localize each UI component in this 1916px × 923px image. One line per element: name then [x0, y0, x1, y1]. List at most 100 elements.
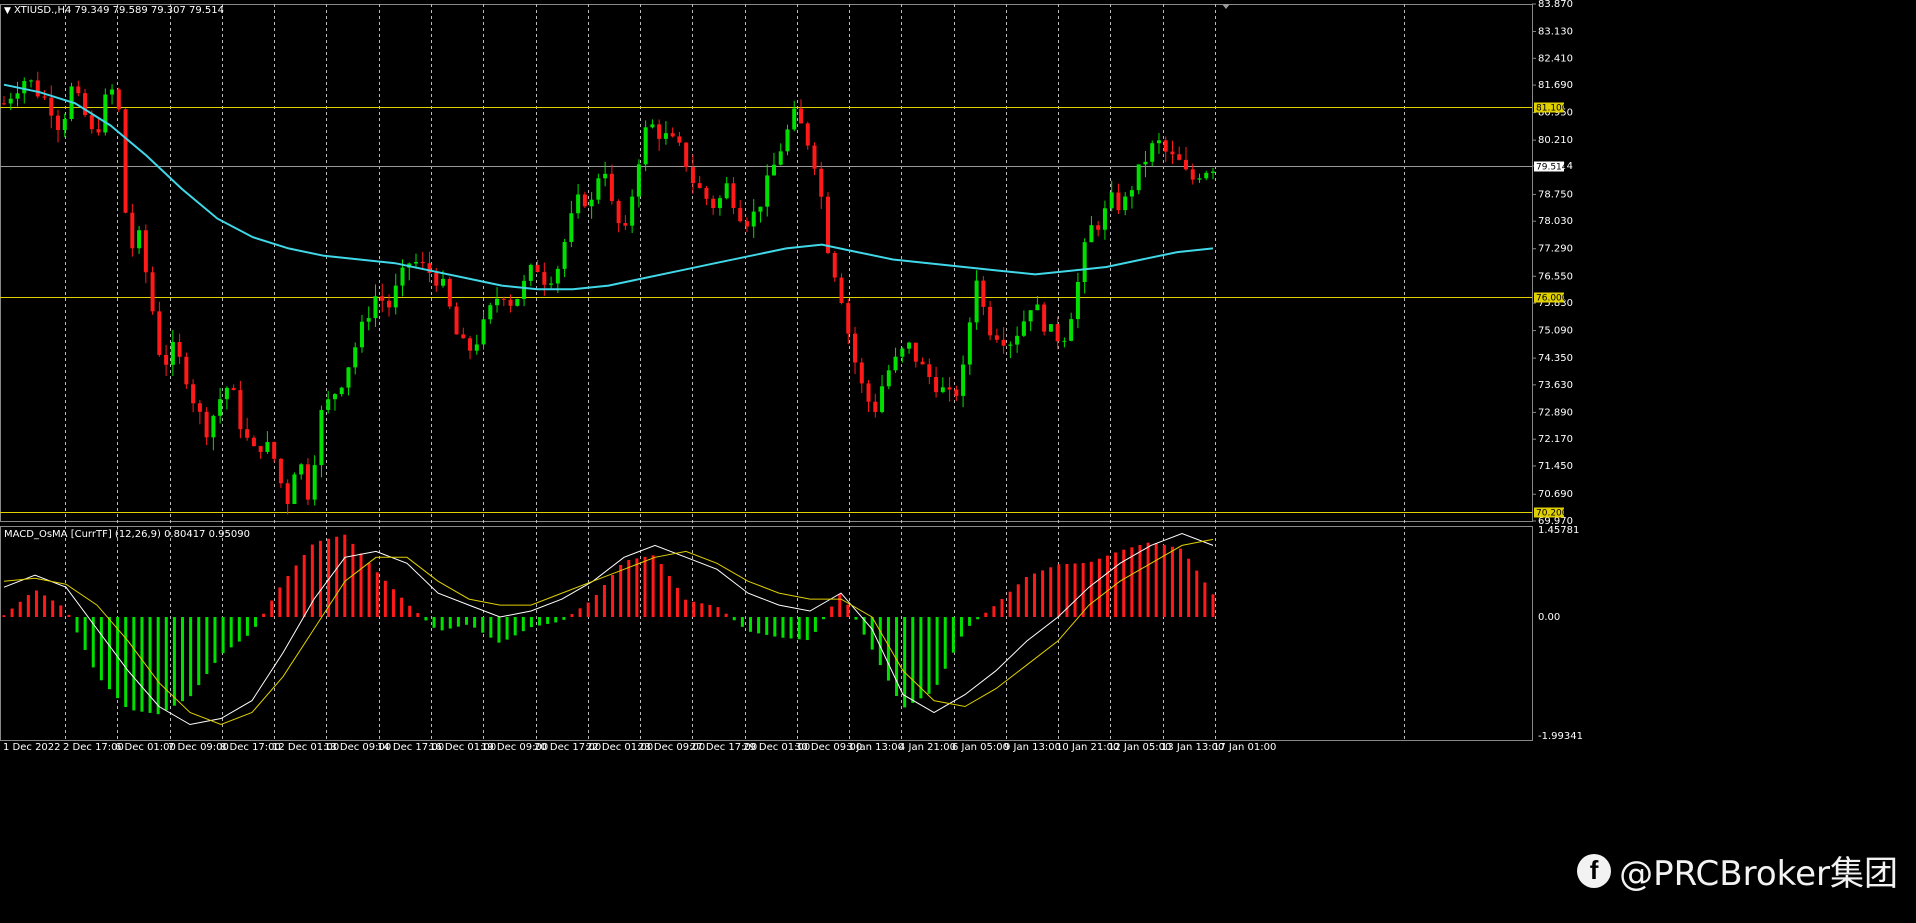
symbol-header: XTIUSD.,H4 79.349 79.589 79.307 79.514	[14, 5, 224, 16]
candle-body	[630, 196, 635, 226]
time-label: 12 Jan 05:00	[1108, 742, 1171, 753]
candle-body	[278, 458, 283, 484]
osma-bar	[789, 617, 793, 639]
candle-body	[359, 321, 364, 348]
osma-bar	[424, 617, 428, 621]
candle-body	[1170, 151, 1175, 155]
candle-body	[934, 377, 939, 393]
price-tick-label: 73.630	[1538, 380, 1573, 391]
candle-body	[29, 80, 34, 82]
indicator-tick-label: -1.99341	[1538, 731, 1583, 742]
candle-body	[596, 178, 601, 200]
candle-body	[569, 213, 574, 242]
candle-body	[191, 384, 196, 404]
osma-bar	[1041, 570, 1045, 618]
osma-bar	[91, 617, 95, 668]
candle-body	[704, 187, 709, 199]
candle-body	[170, 341, 175, 365]
candle-body	[670, 133, 675, 137]
candle-body	[420, 262, 425, 264]
osma-bar	[708, 604, 712, 618]
candle-body	[582, 194, 587, 207]
candle-body	[1143, 161, 1148, 165]
osma-bar	[213, 617, 217, 663]
price-tick-label: 78.750	[1538, 189, 1573, 200]
osma-bar	[748, 617, 752, 632]
time-label: 6 Dec 01:00	[115, 742, 176, 753]
candle-body	[1136, 164, 1141, 191]
candle-body	[758, 206, 763, 212]
candle-body	[1150, 143, 1155, 162]
osma-bar	[895, 617, 899, 697]
osma-bar	[164, 617, 168, 711]
candle-body	[778, 151, 783, 165]
osma-bar	[570, 614, 574, 618]
osma-bar	[602, 585, 606, 618]
candle-body	[589, 199, 594, 207]
candle-body	[967, 322, 972, 365]
candle-body	[1035, 304, 1040, 311]
osma-bar	[481, 617, 485, 633]
osma-bar	[813, 617, 817, 632]
candle-body	[826, 196, 831, 254]
osma-bar	[67, 614, 71, 618]
time-label: 8 Dec 17:00	[220, 742, 281, 753]
candle-body	[751, 211, 756, 227]
price-tick-label: 78.030	[1538, 216, 1573, 227]
osma-bar	[1195, 570, 1199, 618]
candle-body	[697, 183, 702, 188]
candle-body	[2, 103, 6, 105]
macd-line	[3, 532, 1214, 726]
candle-body	[677, 136, 682, 143]
candle-body	[711, 198, 716, 209]
osma-bar	[619, 565, 623, 618]
price-tick-label: 70.690	[1538, 489, 1573, 500]
osma-bar	[262, 613, 266, 618]
time-label: 13 Jan 13:00	[1161, 742, 1224, 753]
osma-bar	[245, 617, 249, 636]
candle-body	[474, 344, 479, 351]
candle-body	[1156, 140, 1161, 144]
osma-bar	[886, 617, 890, 681]
candle-body	[427, 263, 432, 273]
osma-bar	[586, 602, 590, 618]
osma-bar	[578, 608, 582, 618]
candle-body	[441, 278, 446, 286]
candle-body	[447, 278, 452, 307]
time-label: 27 Dec 17:00	[690, 742, 757, 753]
osma-bar	[1203, 582, 1207, 618]
time-label: 22 Dec 01:00	[586, 742, 653, 753]
candle-body	[224, 387, 229, 400]
osma-bar	[327, 538, 331, 618]
osma-bar	[805, 617, 809, 641]
candle-body	[785, 129, 790, 152]
osma-bar	[594, 595, 598, 618]
candle-body	[96, 129, 101, 133]
level-tag	[1534, 102, 1564, 113]
candle-body	[1197, 178, 1202, 180]
time-label: 23 Dec 09:00	[638, 742, 705, 753]
candle-body	[535, 264, 540, 273]
osma-bar	[197, 617, 201, 686]
osma-bar	[286, 575, 290, 618]
osma-bar	[83, 617, 87, 650]
osma-bar	[538, 617, 542, 626]
candle-body	[798, 108, 803, 124]
candle-body	[218, 399, 223, 416]
candle-body	[299, 464, 304, 475]
osma-bar	[254, 617, 258, 627]
chart-menu-arrow-icon[interactable]: ▼	[4, 6, 11, 16]
osma-bar	[335, 536, 339, 618]
price-tick-label: 77.290	[1538, 244, 1573, 255]
candle-body	[873, 401, 878, 412]
candle-body	[495, 298, 500, 306]
candle-body	[211, 415, 216, 438]
level-tag	[1534, 292, 1564, 303]
candle-body	[258, 446, 263, 452]
candle-body	[1204, 172, 1209, 179]
osma-bar	[773, 617, 777, 637]
candle-body	[981, 280, 986, 307]
candle-body	[886, 370, 891, 387]
candle-body	[110, 89, 115, 95]
